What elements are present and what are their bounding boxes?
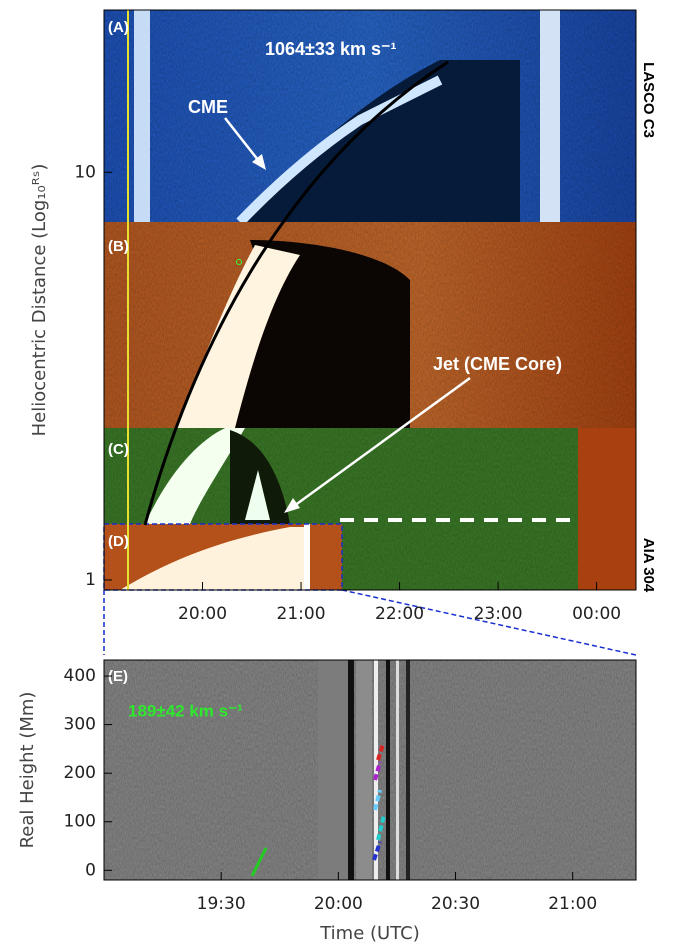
panel-label: (E)	[108, 668, 128, 685]
y-axis-label: Heliocentric Distance (Log₁₀ᴿˢ)	[29, 164, 50, 437]
x-tick-label: 22:00	[375, 604, 424, 624]
y-tick-label: 10	[74, 162, 96, 182]
instrument-label: LASCO C3	[640, 62, 657, 138]
panel-label: (B)	[108, 238, 129, 255]
panel-label: (D)	[108, 533, 129, 550]
y-tick-label: 300	[64, 715, 96, 735]
panel-label: (C)	[108, 441, 129, 458]
y-tick-label: 100	[64, 812, 96, 832]
annotation: 1064±33 km s⁻¹	[265, 39, 396, 59]
panel-label: (A)	[108, 19, 129, 36]
y-tick-label: 0	[85, 860, 96, 880]
annotation: CME	[188, 97, 228, 117]
y-axis-label: Real Height (Mm)	[17, 692, 38, 849]
x-tick-label: 19:30	[197, 894, 246, 914]
y-tick-label: 400	[64, 666, 96, 686]
x-tick-label: 20:00	[314, 894, 363, 914]
x-tick-label: 21:00	[548, 894, 597, 914]
x-tick-label: 21:00	[277, 604, 326, 624]
image-panel-e	[103, 659, 637, 881]
y-tick-label: 200	[64, 763, 96, 783]
x-tick-label: 00:00	[572, 604, 621, 624]
x-axis-label: Time (UTC)	[319, 923, 420, 944]
x-tick-label: 23:00	[474, 604, 523, 624]
annotation: Jet (CME Core)	[433, 354, 562, 374]
instrument-label: AIA 304	[640, 538, 657, 593]
x-tick-label: 20:30	[431, 894, 480, 914]
x-tick-label: 20:00	[178, 604, 227, 624]
labels: 1064±33 km s⁻¹ CME Jet (CME Core) LASCO …	[17, 19, 657, 944]
y-tick-label: 1	[85, 570, 96, 590]
image-panels	[103, 9, 637, 656]
annotation: 189±42 km s⁻¹	[128, 701, 243, 720]
